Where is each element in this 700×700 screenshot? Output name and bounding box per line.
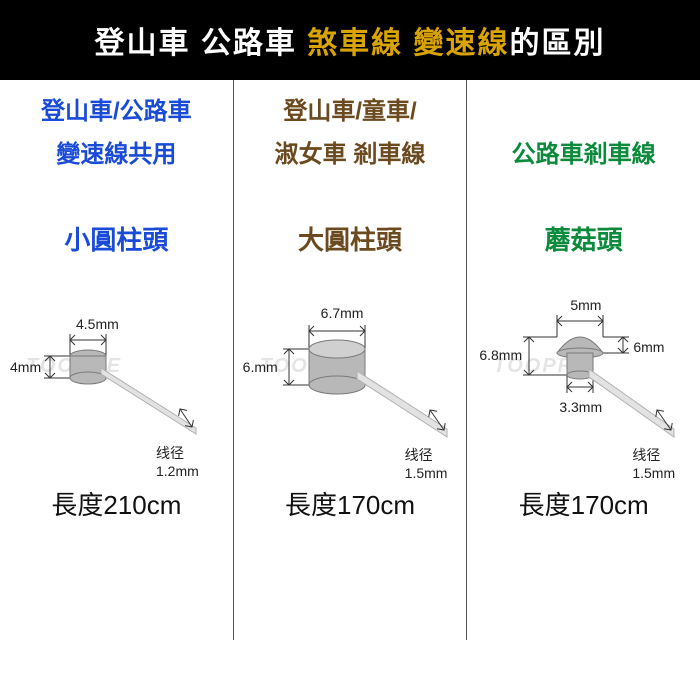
length-label: 長度170cm bbox=[285, 485, 415, 522]
columns-container: 登山車/公路車變速線共用 小圓柱頭 TOOPRE 4mm4.5mm线径1.2mm… bbox=[0, 80, 700, 640]
column-0: 登山車/公路車變速線共用 小圓柱頭 TOOPRE 4mm4.5mm线径1.2mm… bbox=[0, 80, 233, 640]
length-label: 長度170cm bbox=[519, 485, 649, 522]
diagram: TOOPRE 6.mm6.7mm线径1.5mm bbox=[242, 267, 459, 477]
dimension-label: 5mm bbox=[570, 297, 601, 313]
head-name: 大圓柱頭 bbox=[298, 220, 402, 257]
category-label: 登山車/公路車變速線共用 bbox=[41, 90, 192, 180]
dimension-label: 3.3mm bbox=[559, 399, 602, 415]
dimension-label: 6.7mm bbox=[321, 305, 364, 321]
length-label: 長度210cm bbox=[51, 485, 181, 522]
category-label: 公路車剎車線 bbox=[512, 90, 656, 180]
dimension-label: 线径1.5mm bbox=[632, 445, 692, 481]
dimension-label: 线径1.5mm bbox=[405, 445, 459, 481]
dimension-label: 6.8mm bbox=[479, 347, 522, 363]
head-name: 蘑菇頭 bbox=[545, 220, 623, 257]
diagram: TOOPRE 4mm4.5mm线径1.2mm bbox=[8, 267, 225, 477]
column-1: 登山車/童車/淑女車 剎車線 大圓柱頭 TOOPRE 6.mm6.7mm线径1.… bbox=[233, 80, 467, 640]
diagram: TOOPRE 6.8mm5mm6mm3.3mm线径1.5mm bbox=[475, 267, 692, 477]
dimension-label: 4mm bbox=[10, 359, 41, 375]
dimension-label: 线径1.2mm bbox=[156, 443, 225, 479]
header-bar: 登山車 公路車 煞車線 變速線的區別 bbox=[0, 0, 700, 80]
head-name: 小圓柱頭 bbox=[64, 220, 168, 257]
dimension-label: 6.mm bbox=[243, 359, 278, 375]
dimension-label: 4.5mm bbox=[76, 316, 119, 332]
column-2: 公路車剎車線 蘑菇頭 TOOPRE 6.8mm5mm6mm3.3mm线径1.5m… bbox=[466, 80, 700, 640]
category-label: 登山車/童車/淑女車 剎車線 bbox=[275, 90, 426, 180]
dimension-label: 6mm bbox=[633, 339, 664, 355]
